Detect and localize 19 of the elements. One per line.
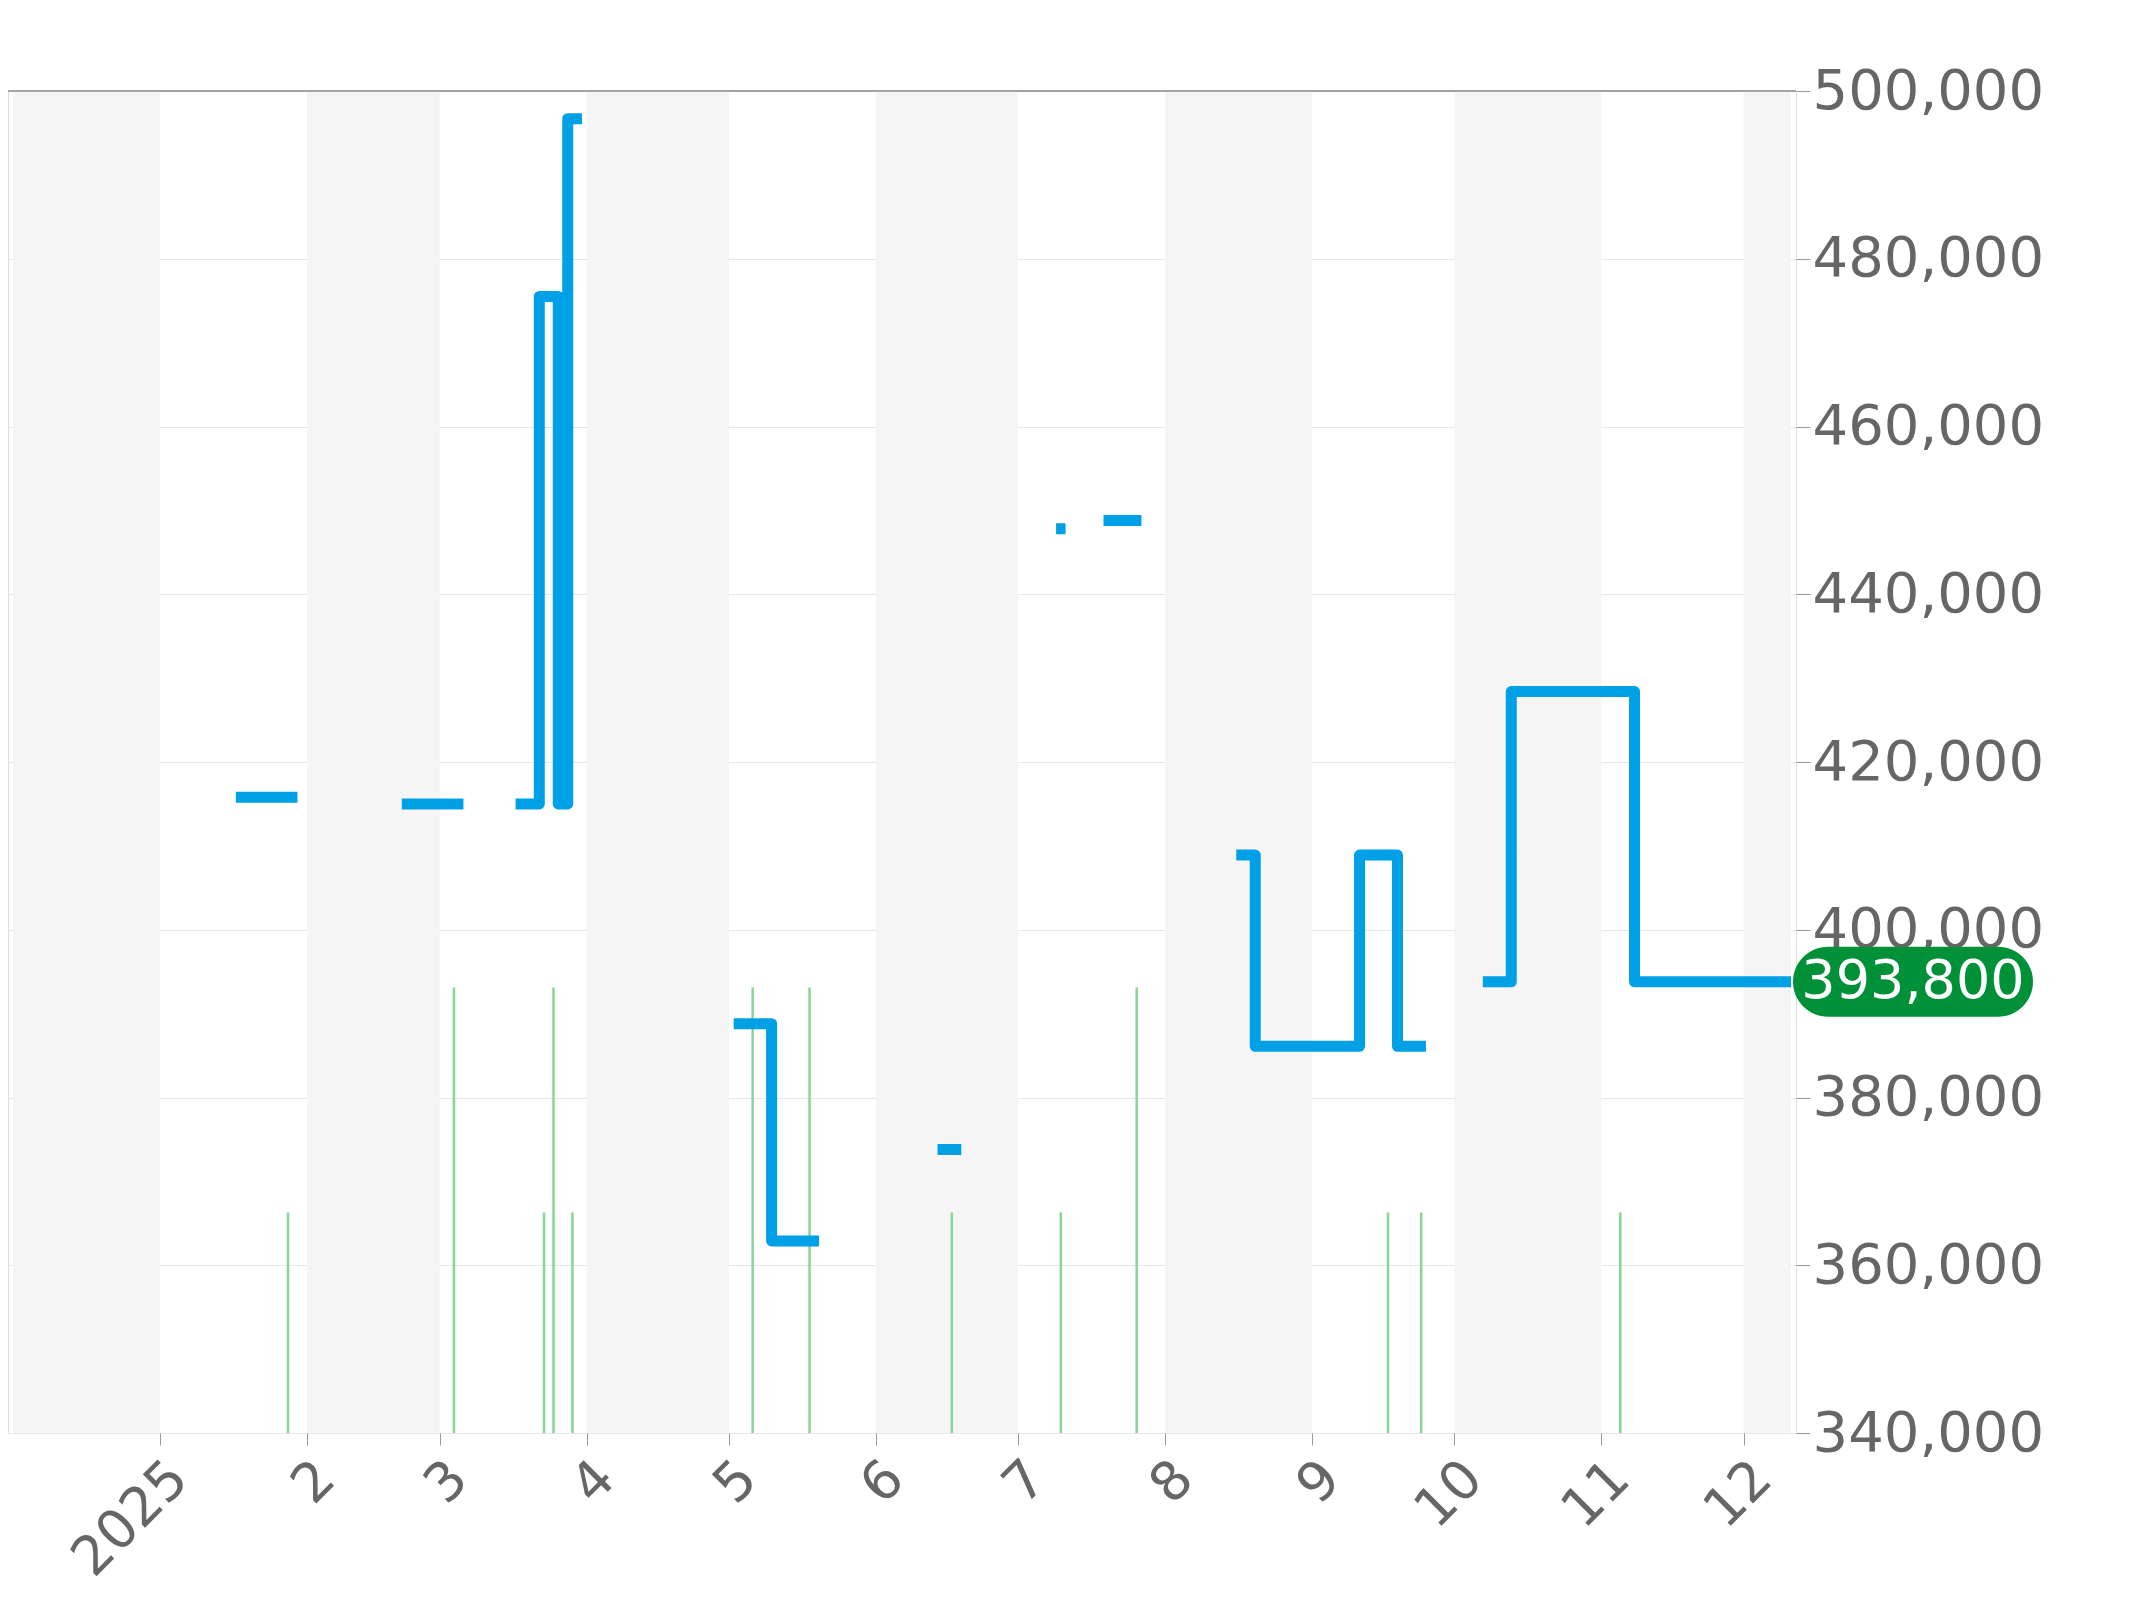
y-tick-label: 460,000 (1812, 392, 2045, 457)
x-tick-label: 4 (557, 1446, 627, 1516)
y-tick-label: 340,000 (1812, 1398, 2045, 1464)
x-tick-label: 10 (1401, 1446, 1495, 1540)
x-tick-label: 3 (410, 1446, 480, 1516)
x-tick-label: 8 (1136, 1446, 1206, 1516)
x-tick-label: 11 (1548, 1446, 1642, 1540)
y-tick-label: 420,000 (1812, 727, 2045, 793)
x-tick-label: 6 (847, 1446, 917, 1516)
y-tick-label: 440,000 (1812, 559, 2045, 625)
x-tick-label: 2 (278, 1446, 348, 1516)
y-tick-label: 500,000 (1812, 56, 2045, 122)
y-tick-label: 360,000 (1812, 1230, 2045, 1296)
y-tick-label: 380,000 (1812, 1063, 2045, 1128)
x-tick-label: 7 (989, 1446, 1059, 1516)
x-tick-label: 9 (1283, 1446, 1353, 1516)
y-tick-label: 480,000 (1812, 224, 2045, 290)
x-tick-label: 5 (700, 1446, 770, 1516)
x-tick-label: 12 (1690, 1446, 1784, 1540)
